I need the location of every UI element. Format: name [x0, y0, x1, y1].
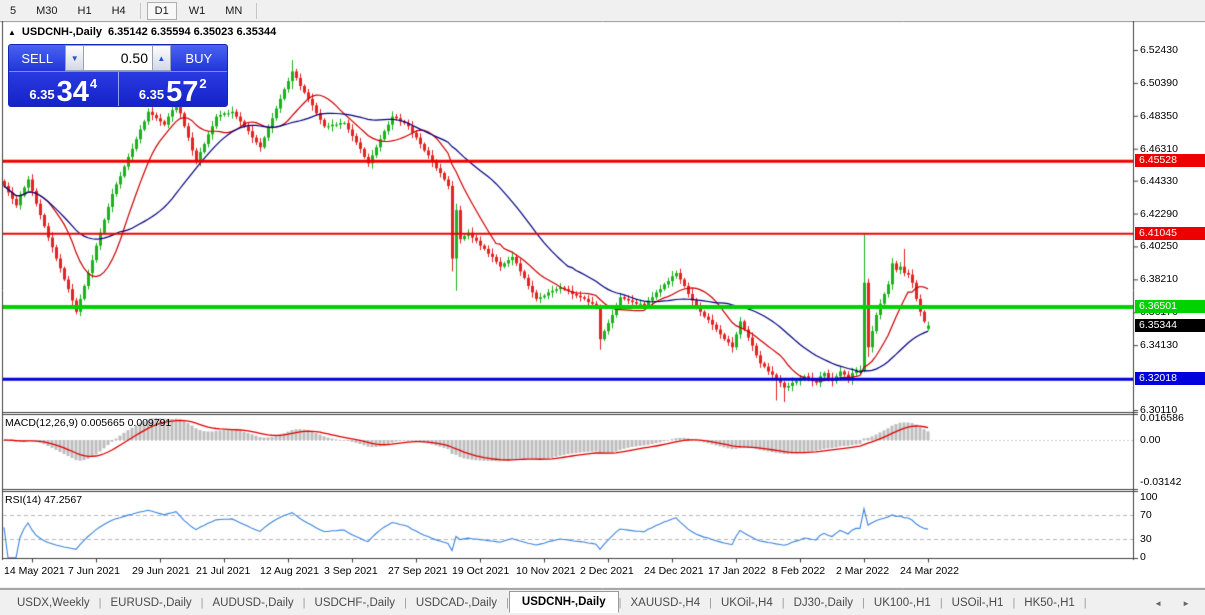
timeframe-button-mn[interactable]: MN [225, 4, 243, 17]
tab-dj30-daily[interactable]: DJ30-,Daily [793, 597, 854, 609]
tab-audusd-daily[interactable]: AUDUSD-,Daily [212, 597, 294, 609]
sell-price-sup: 4 [89, 76, 98, 91]
tab-usdcad-daily[interactable]: USDCAD-,Daily [415, 597, 498, 609]
trade-panel-quotes-row: 6.35 34 4 6.35 57 2 [9, 71, 227, 107]
buy-price-prefix: 6.35 [138, 87, 165, 102]
one-click-trade-panel: SELL ▼ ▲ BUY 6.35 34 4 6.35 57 2 [8, 44, 228, 107]
tab-scroll-buttons: ◄ ► [1149, 597, 1195, 610]
symbol-tab-bar: USDX,Weekly | EURUSD-,Daily | AUDUSD-,Daily |… [0, 589, 1205, 615]
timeframe-button-h4[interactable]: H4 [111, 4, 126, 17]
trade-panel-top-row: SELL ▼ ▲ BUY [9, 45, 227, 71]
rsi-indicator-label: RSI(14) 47.2567 [5, 494, 83, 506]
collapse-panel-arrow-icon[interactable]: ▲ [8, 28, 16, 37]
tab-separator: | [939, 597, 943, 609]
buy-quote-button[interactable]: 6.35 57 2 [118, 72, 227, 107]
tab-separator: | [302, 597, 306, 609]
tab-uk100-h1[interactable]: UK100-,H1 [873, 597, 931, 609]
volume-increase-button[interactable]: ▲ [152, 45, 171, 71]
tab-separator: | [98, 597, 102, 609]
tab-separator: | [709, 597, 712, 609]
timeframe-button-5[interactable]: 5 [10, 4, 17, 17]
tab-usdx-weekly[interactable]: USDX,Weekly [17, 597, 90, 609]
timeframe-button-w1[interactable]: W1 [188, 4, 206, 17]
tab-separator: | [862, 597, 865, 609]
buy-price-big: 57 [166, 76, 199, 107]
timeframe-button-d1[interactable]: D1 [146, 1, 177, 20]
tab-xauusd-h4[interactable]: XAUUSD-,H4 [630, 597, 701, 609]
tab-separator: | [1012, 597, 1016, 609]
toolbar-separator [139, 2, 141, 19]
chart-canvas[interactable] [0, 21, 1205, 589]
tab-scroll-left-icon[interactable]: ◄ [1154, 598, 1163, 608]
chart-ohlc-values: 6.35142 6.35594 6.35023 6.35344 [108, 26, 277, 38]
tab-usdchf-daily[interactable]: USDCHF-,Daily [314, 597, 396, 609]
buy-button[interactable]: BUY [170, 45, 227, 71]
buy-price-sup: 2 [199, 76, 207, 91]
tab-scroll-right-icon[interactable]: ► [1182, 598, 1190, 608]
timeframe-toolbar: 5 M30 H1 H4 D1 W1 MN [0, 0, 1205, 22]
volume-input[interactable] [84, 45, 152, 71]
chart-symbol-title: USDCNH-,Daily [21, 26, 102, 38]
sell-quote-button[interactable]: 6.35 34 4 [9, 72, 119, 107]
sell-button[interactable]: SELL [9, 45, 66, 71]
macd-indicator-label: MACD(12,26,9) 0.005665 0.009791 [5, 417, 172, 429]
tab-ukoil-h4[interactable]: UKOil-,H4 [721, 597, 773, 609]
timeframe-button-m30[interactable]: M30 [36, 4, 58, 17]
timeframe-button-h1[interactable]: H1 [77, 4, 92, 17]
tab-separator: | [618, 597, 622, 609]
tab-separator: | [404, 597, 407, 609]
tab-separator: | [200, 597, 204, 609]
tab-eurusd-daily[interactable]: EURUSD-,Daily [110, 597, 192, 609]
tab-separator: | [1083, 597, 1087, 609]
chart-window [0, 21, 1205, 589]
tab-usdcnh-daily[interactable]: USDCNH-,Daily [508, 591, 619, 613]
toolbar-separator [256, 2, 258, 19]
chart-title-bar: ▲ USDCNH-,Daily 6.35142 6.35594 6.35023 6.… [8, 26, 276, 38]
tab-hk50-h1[interactable]: HK50-,H1 [1024, 597, 1075, 609]
tab-usoil-h1[interactable]: USOil-,H1 [951, 597, 1004, 609]
tab-separator: | [781, 597, 785, 609]
volume-decrease-button[interactable]: ▼ [65, 45, 84, 71]
tab-separator: | [506, 597, 509, 609]
sell-price-prefix: 6.35 [29, 87, 55, 102]
sell-price-big: 34 [56, 76, 89, 107]
